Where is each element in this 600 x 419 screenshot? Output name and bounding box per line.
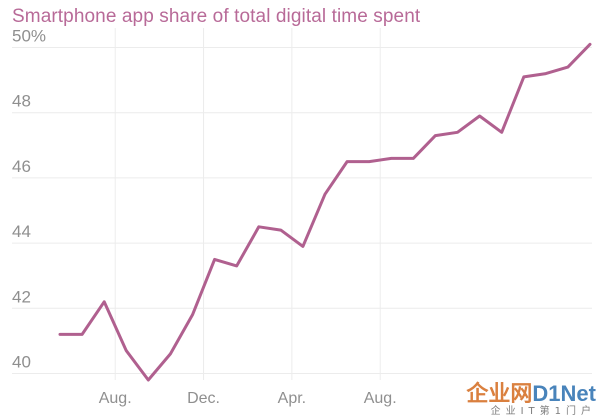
y-tick-label: 42: [12, 287, 31, 306]
watermark-logo: 企业网D1Net 企业IT第1门户: [466, 383, 596, 417]
y-tick-label: 44: [12, 222, 31, 241]
y-tick-label: 46: [12, 157, 31, 176]
x-tick-label: Dec.: [187, 390, 220, 407]
chart-title: Smartphone app share of total digital ti…: [12, 6, 421, 27]
x-tick-label: Apr.: [278, 390, 306, 407]
y-tick-label: 50%: [12, 27, 46, 46]
watermark-logo-text: 企业网D1Net: [466, 383, 596, 405]
watermark-subtitle: 企业IT第1门户: [490, 406, 596, 417]
watermark-logo-accent: D1Net: [532, 381, 596, 406]
y-axis-ticks: 40 42 44 46 48 50%: [12, 27, 46, 372]
series-line: [58, 42, 592, 382]
y-tick-label: 48: [12, 92, 31, 111]
x-tick-label: Aug.: [99, 390, 132, 407]
y-tick-label: 40: [12, 352, 31, 371]
series-layer: [58, 42, 592, 382]
watermark-logo-main: 企业网: [466, 381, 533, 406]
x-axis-ticks: Aug. Dec. Apr. Aug.: [99, 390, 397, 407]
gridlines: [12, 28, 592, 380]
x-tick-label: Aug.: [364, 390, 397, 407]
